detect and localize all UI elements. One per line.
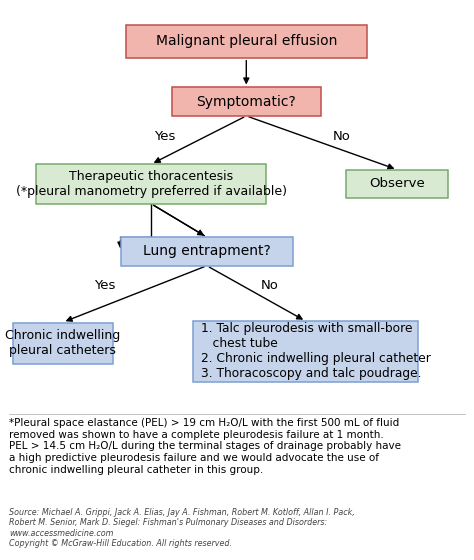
FancyBboxPatch shape [121, 237, 293, 266]
Text: 1. Talc pleurodesis with small-bore
   chest tube
2. Chronic indwelling pleural : 1. Talc pleurodesis with small-bore ches… [201, 323, 431, 380]
FancyBboxPatch shape [13, 323, 113, 363]
FancyBboxPatch shape [346, 170, 448, 198]
Text: Yes: Yes [155, 130, 176, 143]
FancyBboxPatch shape [126, 25, 367, 58]
Text: Lung entrapment?: Lung entrapment? [143, 245, 271, 259]
Text: No: No [333, 130, 350, 143]
Text: No: No [261, 279, 278, 292]
FancyBboxPatch shape [36, 164, 266, 204]
Text: *Pleural space elastance (PEL) > 19 cm H₂O/L with the first 500 mL of fluid
remo: *Pleural space elastance (PEL) > 19 cm H… [9, 418, 401, 475]
Text: Symptomatic?: Symptomatic? [196, 95, 296, 109]
Text: Observe: Observe [369, 178, 425, 190]
Text: Malignant pleural effusion: Malignant pleural effusion [155, 34, 337, 48]
FancyBboxPatch shape [193, 321, 419, 381]
Text: Chronic indwelling
pleural catheters: Chronic indwelling pleural catheters [5, 329, 120, 357]
Text: Source: Michael A. Grippi, Jack A. Elias, Jay A. Fishman, Robert M. Kotloff, All: Source: Michael A. Grippi, Jack A. Elias… [9, 508, 355, 548]
FancyBboxPatch shape [172, 87, 320, 116]
Text: Therapeutic thoracentesis
(*pleural manometry preferred if available): Therapeutic thoracentesis (*pleural mano… [16, 170, 287, 198]
Text: Yes: Yes [94, 279, 115, 292]
